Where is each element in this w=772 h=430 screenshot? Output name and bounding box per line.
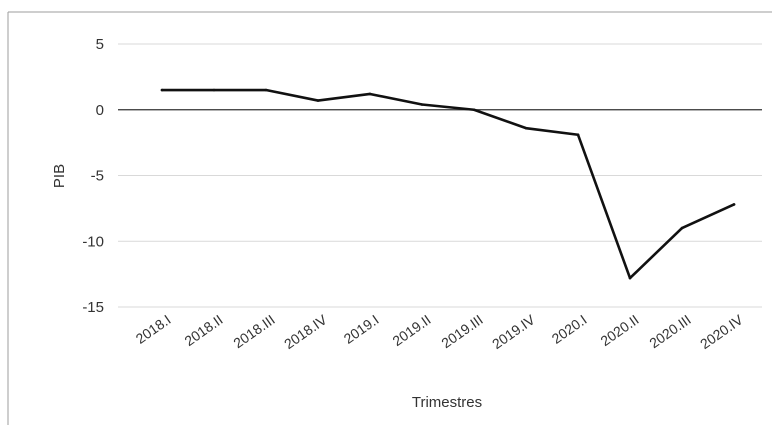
data-point — [264, 88, 268, 92]
y-tick-label: -5 — [91, 168, 104, 185]
series-group — [160, 88, 736, 280]
data-point — [576, 133, 580, 137]
x-tick-label: 2020.I — [549, 311, 590, 346]
x-tick-label: 2020.II — [597, 311, 641, 349]
x-tick-label: 2019.IV — [489, 311, 538, 352]
y-tick-label: 5 — [96, 36, 104, 53]
data-point — [160, 88, 164, 92]
data-point — [628, 276, 632, 280]
x-axis-label: Trimestres — [412, 394, 482, 411]
x-tick-label: 2019.I — [341, 311, 382, 346]
data-point — [316, 99, 320, 102]
x-tick-label: 2019.II — [389, 311, 433, 349]
x-tick-label: 2018.IV — [281, 311, 330, 352]
y-tick-label: -15 — [82, 299, 104, 316]
y-axis-label: PIB — [51, 164, 68, 188]
x-tick-label: 2020.III — [646, 311, 693, 351]
data-point — [732, 203, 736, 206]
data-point — [680, 226, 684, 230]
series-line — [160, 88, 736, 280]
data-point — [472, 108, 476, 112]
x-tick-label: 2018.II — [181, 311, 225, 349]
data-point — [524, 126, 528, 130]
y-tick-label: -10 — [82, 233, 104, 250]
x-tick-label: 2018.I — [133, 311, 174, 346]
labels: PIB Trimestres — [51, 164, 482, 411]
axes: 5 0 -5 -10 -15 2018.I 2018.II 2018.III 2018.IV 20… — [82, 36, 762, 352]
x-tick-label: 2020.IV — [697, 311, 746, 352]
x-tick-label: 2019.III — [438, 311, 485, 351]
y-tick-label: 0 — [96, 102, 104, 119]
gridlines — [118, 43, 762, 308]
x-tick-label: 2018.III — [230, 311, 277, 351]
data-point — [212, 88, 216, 92]
data-point — [368, 92, 372, 96]
data-point — [420, 103, 424, 106]
